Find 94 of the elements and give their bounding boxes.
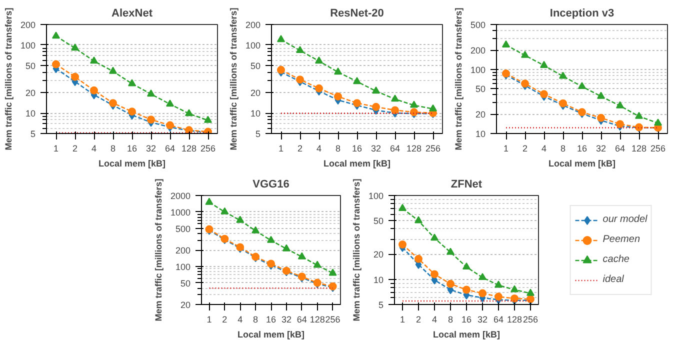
x-tick-label: 256 — [650, 144, 666, 154]
y-tick-label: 10 — [250, 108, 261, 119]
y-tick-label: 1000 — [170, 207, 191, 218]
x-tick-label: 32 — [370, 144, 382, 154]
x-tick-label: 4 — [238, 314, 243, 324]
x-tick-label: 32 — [281, 314, 292, 324]
x-tick-label: 1 — [400, 314, 406, 324]
y-tick-label: 200 — [175, 246, 191, 256]
y-tick-label: 500 — [470, 20, 486, 30]
x-tick-label: 32 — [596, 144, 606, 154]
x-tick-label: 4 — [316, 144, 322, 154]
x-axis-title: Local mem [kB] — [98, 158, 166, 168]
x-tick-label: 16 — [576, 144, 588, 154]
x-tick-label: 32 — [477, 314, 488, 324]
y-tick-label: 100 — [245, 40, 261, 50]
y-tick-label: 100 — [20, 40, 36, 50]
y-tick-label: 20 — [475, 110, 486, 120]
y-tick-label: 500 — [175, 224, 191, 234]
chart-title: VGG16 — [252, 178, 290, 190]
y-axis-title: Mem traffic [millions of transfers] — [228, 8, 238, 150]
y-tick-label: 10 — [25, 108, 36, 119]
y-tick-label: 2000 — [170, 191, 191, 201]
y-tick-label: 200 — [20, 20, 36, 30]
x-tick-label: 4 — [432, 314, 438, 324]
x-tick-label: 1 — [278, 144, 284, 154]
x-axis-title: Local mem [kB] — [237, 330, 305, 340]
y-tick-label: 200 — [245, 20, 261, 30]
legend-label: ideal — [602, 274, 624, 286]
chart-title: ResNet-20 — [330, 8, 384, 20]
y-tick-label: 20 — [25, 88, 36, 98]
y-tick-label: 10 — [475, 129, 486, 139]
x-tick-label: 64 — [493, 314, 504, 324]
x-tick-label: 256 — [522, 314, 538, 324]
x-tick-label: 1 — [503, 144, 509, 154]
x-tick-label: 16 — [461, 314, 472, 324]
y-tick-label: 50 — [475, 84, 486, 94]
x-tick-label: 256 — [325, 314, 340, 324]
x-tick-label: 128 — [631, 144, 647, 154]
x-tick-label: 2 — [72, 144, 78, 154]
y-tick-label: 100 — [470, 64, 486, 75]
chart-title: ZFNet — [450, 178, 482, 190]
y-axis-title: Mem traffic [millions of transfers] — [453, 8, 464, 150]
x-tick-label: 8 — [110, 144, 116, 154]
x-tick-label: 128 — [506, 314, 522, 324]
x-tick-label: 8 — [335, 144, 341, 154]
y-tick-label: 5 — [255, 129, 261, 139]
x-tick-label: 4 — [541, 144, 547, 154]
x-tick-label: 64 — [390, 144, 400, 154]
y-axis-title: Mem traffic [millions of transfers] — [351, 178, 362, 322]
y-tick-label: 50 — [180, 278, 191, 288]
legend-label: our model — [602, 214, 648, 226]
y-tick-label: 20 — [250, 88, 261, 98]
legend-label: cache — [602, 254, 630, 266]
y-tick-label: 5 — [378, 300, 384, 310]
y-tick-label: 200 — [470, 46, 486, 56]
y-tick-label: 50 — [25, 60, 36, 71]
x-tick-label: 8 — [448, 314, 454, 324]
y-tick-label: 20 — [180, 300, 191, 310]
legend-label: Peemen — [602, 234, 640, 246]
y-tick-label: 100 — [175, 262, 191, 272]
x-tick-label: 2 — [222, 314, 228, 324]
y-axis-title: Mem traffic [millions of transfers] — [3, 8, 14, 150]
y-tick-label: 50 — [373, 216, 384, 226]
x-tick-label: 16 — [266, 314, 276, 324]
x-tick-label: 16 — [352, 144, 362, 154]
y-tick-label: 20 — [373, 250, 384, 260]
x-tick-label: 64 — [614, 144, 626, 154]
x-tick-label: 32 — [146, 144, 156, 154]
x-tick-label: 16 — [126, 144, 138, 154]
x-axis-title: Local mem [kB] — [548, 158, 616, 168]
x-tick-label: 4 — [91, 144, 97, 154]
x-tick-label: 64 — [164, 144, 176, 154]
x-axis-title: Local mem [kB] — [432, 330, 500, 340]
y-tick-label: 10 — [373, 274, 384, 285]
x-tick-label: 1 — [206, 314, 212, 324]
y-tick-label: 5 — [30, 129, 36, 139]
y-axis-title: Mem traffic [millions of transfers] — [153, 178, 164, 322]
x-tick-label: 128 — [406, 144, 422, 154]
y-tick-label: 100 — [368, 191, 384, 201]
x-tick-label: 128 — [181, 144, 197, 154]
x-tick-label: 128 — [310, 314, 325, 324]
x-tick-label: 2 — [297, 144, 303, 154]
x-tick-label: 8 — [560, 144, 566, 154]
chart-title: AlexNet — [112, 8, 153, 20]
x-tick-label: 64 — [296, 314, 307, 324]
x-tick-label: 8 — [253, 314, 258, 324]
chart-title: Inception v3 — [550, 8, 614, 20]
x-tick-label: 1 — [53, 144, 59, 154]
x-tick-label: 256 — [200, 144, 216, 154]
x-tick-label: 2 — [416, 314, 422, 324]
x-tick-label: 2 — [522, 144, 528, 154]
x-axis-title: Local mem [kB] — [323, 158, 391, 168]
y-tick-label: 50 — [250, 60, 261, 71]
x-tick-label: 256 — [425, 144, 441, 154]
